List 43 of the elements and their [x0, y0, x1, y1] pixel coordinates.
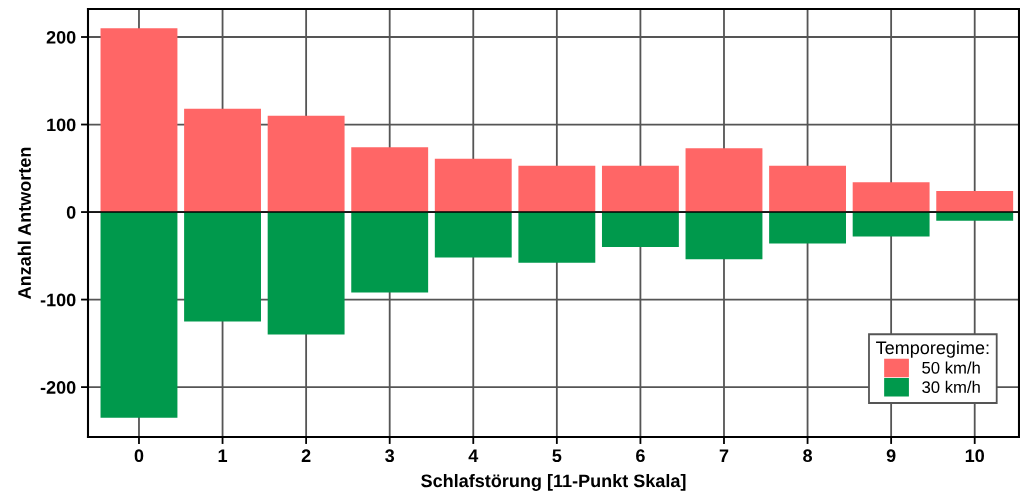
bar: [351, 147, 429, 213]
bar: [184, 108, 261, 213]
x-tick-label: 2: [301, 449, 311, 462]
bar: [267, 115, 345, 213]
bar: [100, 212, 178, 418]
x-tick-label: 6: [636, 449, 645, 463]
bar: [936, 191, 1014, 213]
bar: [267, 212, 345, 335]
bar: [852, 212, 930, 237]
bar: [769, 212, 846, 244]
x-tick-label: 0: [134, 449, 144, 463]
bar: [769, 165, 846, 213]
bar: [351, 212, 429, 293]
y-tick-label: -100: [40, 293, 76, 307]
y-tick-label: -200: [40, 381, 76, 394]
bar: [184, 212, 261, 322]
bar: [434, 212, 512, 258]
bar: [100, 28, 178, 213]
x-tick-label: 3: [385, 449, 395, 463]
bar: [685, 212, 763, 260]
bar: [434, 158, 512, 213]
bar: [518, 212, 596, 263]
x-tick-label: 5: [552, 449, 562, 463]
x-tick-label: 10: [965, 449, 985, 463]
bar: [518, 165, 596, 213]
x-tick-label: 8: [803, 449, 813, 463]
bar: [601, 165, 679, 213]
y-tick-label: 200: [46, 30, 76, 44]
x-axis-title: Schlafstörung [11-Punkt Skala]: [421, 473, 686, 491]
bar: [852, 182, 930, 213]
y-axis-title: Anzahl Antworten: [17, 147, 31, 299]
y-tick-label: 100: [47, 118, 76, 132]
bar: [936, 212, 1014, 221]
x-tick-label: 1: [218, 449, 228, 462]
bar: [601, 212, 679, 248]
bar: [685, 148, 763, 213]
legend-label: 50 km/h: [922, 361, 980, 374]
legend-label: 30 km/h: [922, 380, 980, 394]
x-tick-label: 4: [468, 449, 479, 462]
y-tick-label: 0: [66, 205, 76, 219]
legend-title: Temporegime:: [876, 340, 989, 358]
x-tick-label: 9: [886, 449, 896, 463]
x-tick-label: 7: [719, 449, 729, 462]
